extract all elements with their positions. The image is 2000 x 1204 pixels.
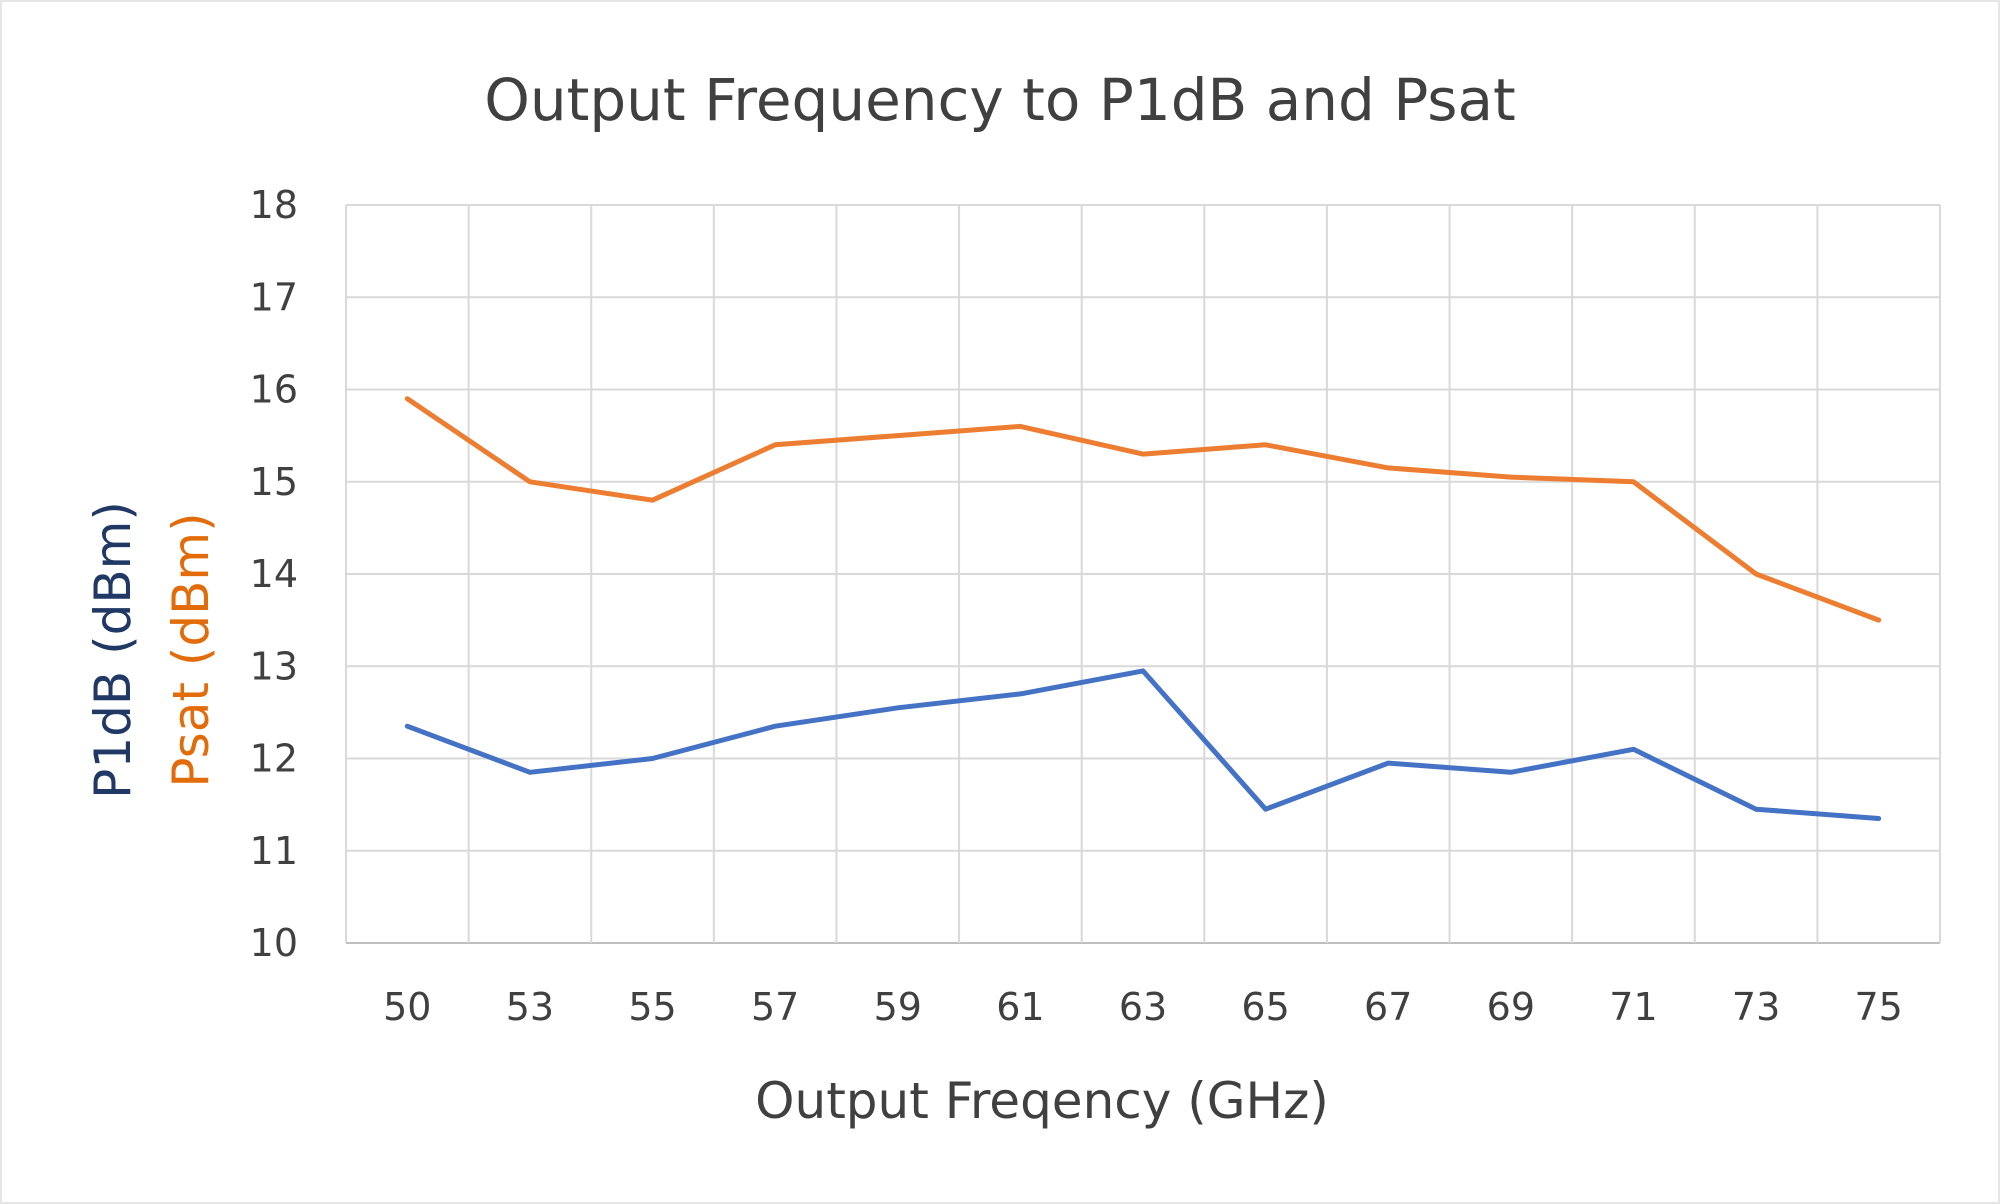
chart-title: Output Frequency to P1dB and Psat [484,66,1516,134]
y-tick-label: 14 [250,552,298,596]
x-tick-label: 53 [506,985,554,1029]
y-axis-label-psat: Psat (dBm) [162,512,220,787]
x-tick-label: 75 [1855,985,1903,1029]
x-tick-label: 57 [751,985,799,1029]
y-axis-label: P1dB (dBm) Psat (dBm) [84,501,220,799]
series-line-1 [404,668,1882,821]
y-tick-label: 13 [250,644,298,688]
x-tick-label: 63 [1119,985,1167,1029]
series-lines [404,396,1882,821]
x-tick-label: 73 [1732,985,1780,1029]
y-tick-label: 11 [250,829,298,873]
x-tick-label: 50 [383,985,431,1029]
y-tick-label: 15 [250,460,298,504]
y-tick-label: 16 [250,368,298,412]
x-axis-label: Output Freqency (GHz) [755,1072,1329,1130]
y-axis-ticks: 10 11 12 13 14 15 16 17 18 [250,183,298,965]
x-tick-label: 71 [1609,985,1657,1029]
series-line-0 [404,396,1882,623]
x-tick-label: 67 [1364,985,1412,1029]
y-tick-label: 18 [250,183,298,227]
x-axis-ticks: 50 53 55 57 59 61 63 65 67 69 71 73 75 [383,985,1903,1029]
x-tick-label: 61 [996,985,1044,1029]
grid [345,204,1941,944]
x-tick-label: 55 [628,985,676,1029]
x-tick-label: 65 [1241,985,1289,1029]
y-tick-label: 17 [250,275,298,319]
y-axis-label-p1db: P1dB (dBm) [84,501,142,799]
y-tick-label: 10 [250,921,298,965]
x-tick-label: 69 [1487,985,1535,1029]
x-tick-label: 59 [874,985,922,1029]
y-tick-label: 12 [250,737,298,781]
